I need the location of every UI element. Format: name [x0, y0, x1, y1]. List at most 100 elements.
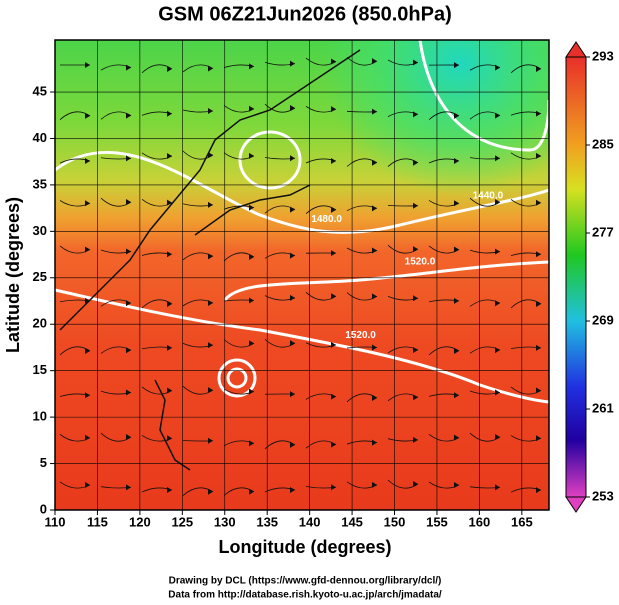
- x-tick-label: 150: [384, 514, 406, 529]
- contour-label: 1480.0: [311, 214, 342, 225]
- streamline-arrow: [126, 112, 131, 119]
- streamline-arrow: [208, 342, 213, 349]
- streamline-arrow: [85, 62, 90, 68]
- streamline-arrow: [413, 436, 418, 443]
- streamline-arrow: [290, 206, 295, 213]
- streamline-arrow: [413, 59, 418, 66]
- streamline-arrow: [208, 488, 213, 495]
- streamline-arrow: [536, 487, 541, 494]
- streamline-arrow: [454, 434, 459, 441]
- streamline-arrow: [126, 64, 131, 71]
- streamline-arrow: [208, 387, 213, 394]
- streamline-arrow: [413, 394, 418, 401]
- contour-label: 1520.0: [345, 330, 376, 341]
- streamline-arrow: [126, 199, 131, 206]
- streamline-arrow: [167, 251, 172, 258]
- typhoon-contour: [217, 358, 257, 398]
- title: GSM 06Z21Jun2026 (850.0hPa): [158, 3, 451, 25]
- colorbar-tick-label: 253: [592, 488, 614, 503]
- streamline-arrow: [290, 294, 295, 301]
- streamline-arrow: [331, 58, 336, 65]
- streamline-arrow: [208, 152, 213, 159]
- streamline-arrow: [167, 65, 172, 72]
- streamline-arrow: [249, 297, 254, 304]
- streamline-arrow: [454, 112, 459, 119]
- streamline-arrow: [536, 65, 541, 72]
- x-tick-label: 135: [256, 514, 278, 529]
- streamline-arrow: [249, 440, 254, 447]
- streamline-arrow: [126, 347, 131, 354]
- colorbar-tick-label: 277: [592, 224, 614, 239]
- streamline-arrow: [536, 435, 541, 442]
- streamline-arrow: [454, 246, 459, 253]
- streamline-arrow: [495, 347, 500, 354]
- streamline-arrow: [495, 300, 500, 307]
- plot-area: 1440.0 1480.0 1520.0 1520.0: [54, 39, 551, 511]
- y-tick-label: 0: [40, 501, 47, 516]
- streamline-arrow: [167, 344, 172, 351]
- streamline-arrow: [454, 481, 459, 488]
- streamline-arrow: [85, 297, 90, 304]
- streamline-arrow: [372, 439, 377, 446]
- y-axis-label: Latitude (degrees): [3, 197, 23, 353]
- streamline-arrow: [495, 64, 500, 71]
- streamline-arrow: [290, 441, 295, 448]
- height-contour: [238, 130, 302, 190]
- streamline-arrow: [372, 159, 377, 166]
- streamline-arrow: [372, 293, 377, 300]
- streamline-arrow: [331, 441, 336, 448]
- streamline-arrow: [536, 199, 541, 206]
- streamline-arrow: [249, 340, 254, 347]
- streamline-arrow: [331, 484, 336, 491]
- streamline-arrow: [372, 108, 377, 115]
- colorbar: [565, 56, 587, 498]
- streamline-arrow: [331, 393, 336, 400]
- credit: Data from http://database.rish.kyoto-u.a…: [168, 590, 442, 601]
- streamline-arrow: [249, 204, 254, 211]
- streamline-arrow: [413, 159, 418, 166]
- x-tick-label: 110: [45, 514, 66, 529]
- coastline: [194, 184, 311, 236]
- cold-region: [55, 40, 549, 510]
- streamline-arrow: [290, 486, 295, 493]
- streamline-arrow: [85, 246, 90, 253]
- streamline-arrow: [290, 155, 295, 162]
- streamline-arrow: [85, 112, 90, 119]
- x-axis-label: Longitude (degrees): [218, 537, 391, 557]
- streamline-arrow: [413, 246, 418, 253]
- streamline-arrow: [167, 487, 172, 494]
- streamline-arrow: [208, 65, 213, 72]
- streamline-arrow: [249, 105, 254, 112]
- streamline-arrow: [126, 434, 131, 441]
- streamline-arrow: [372, 481, 377, 488]
- y-tick-label: 15: [33, 362, 47, 377]
- streamline-arrow: [495, 389, 500, 396]
- x-tick-label: 165: [511, 514, 533, 529]
- streamline-arrow: [413, 346, 418, 353]
- colorbar-extend-max: [565, 41, 587, 58]
- streamline-arrow: [85, 481, 90, 488]
- streamline-arrow: [536, 110, 541, 117]
- x-tick-label: 115: [87, 514, 108, 529]
- streamline-arrow: [331, 293, 336, 300]
- x-tick-label: 160: [469, 514, 491, 529]
- streamline-arrow: [372, 247, 377, 254]
- streamline-arrow: [290, 252, 295, 259]
- streamline-arrow: [126, 484, 131, 491]
- streamline-arrow: [208, 107, 213, 114]
- streamline-arrow: [249, 388, 254, 395]
- colorbar-tick-label: 269: [592, 312, 614, 327]
- streamline-arrow: [126, 389, 131, 396]
- streamline-arrow: [495, 199, 500, 206]
- streamline-arrow: [536, 251, 541, 258]
- x-tick-label: 145: [341, 514, 363, 529]
- streamline-arrow: [331, 341, 336, 348]
- plot-frame: [54, 39, 550, 511]
- height-contour: [223, 260, 550, 302]
- colorbar-tick-label: 285: [592, 136, 614, 151]
- streamline-arrow: [454, 347, 459, 354]
- streamline-arrow: [126, 248, 131, 255]
- streamline-arrow: [290, 340, 295, 347]
- x-tick-label: 155: [426, 514, 448, 529]
